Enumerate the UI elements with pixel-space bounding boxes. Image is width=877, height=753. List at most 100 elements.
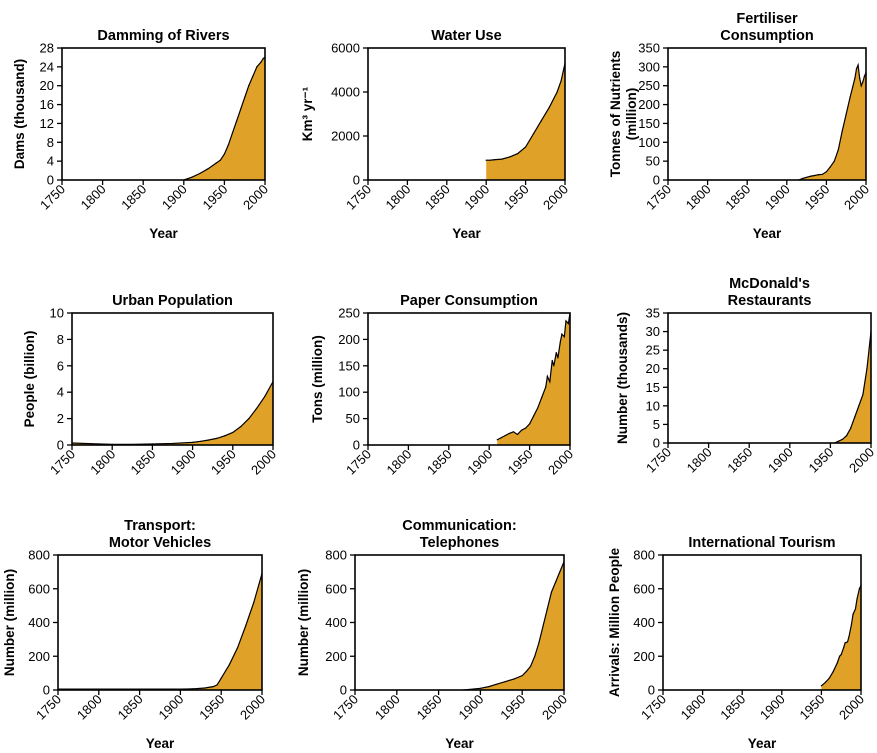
- data-point: [844, 642, 846, 644]
- y-axis-label: Number (million): [2, 569, 17, 676]
- x-tick-label: 2000: [540, 182, 571, 213]
- data-point: [508, 432, 510, 434]
- data-point: [538, 642, 540, 644]
- chart-panel: 0 5 10 15 20 25 30 35 1750 1800 1850 1900 1950 2000 Mc…: [615, 276, 877, 476]
- y-tick-label: 200: [28, 649, 50, 664]
- y-tick-label: 35: [646, 306, 660, 321]
- y-tick-label: 150: [638, 116, 660, 131]
- x-tick-label: 2000: [841, 182, 872, 213]
- chart-panel: 0 2 4 6 8 10 1750 1800 1850 1900 1950 2000 Urban Pop…: [22, 293, 279, 478]
- y-tick-label: 400: [633, 615, 655, 630]
- y-tick-label: 600: [28, 581, 50, 596]
- x-tick-label: 1950: [208, 447, 239, 478]
- chart-title: Telephones: [420, 535, 500, 551]
- area-fill: [183, 57, 265, 180]
- y-axis-label: Km³ yr⁻¹: [300, 86, 315, 141]
- y-tick-label: 200: [638, 97, 660, 112]
- data-point: [513, 678, 515, 680]
- y-tick-label: 6000: [331, 41, 360, 56]
- x-tick-label: 2000: [545, 447, 576, 478]
- x-tick-label: 1900: [155, 692, 186, 723]
- y-tick-label: 0: [47, 173, 54, 188]
- x-axis-label: Year: [748, 736, 777, 751]
- data-point: [817, 174, 820, 176]
- x-tick-label: 1900: [757, 692, 788, 723]
- data-point: [559, 341, 561, 343]
- data-point: [496, 439, 498, 441]
- x-tick-label: 2000: [836, 692, 867, 723]
- y-axis-label: Dams (thousand): [12, 59, 27, 169]
- data-point: [546, 608, 548, 610]
- data-point: [248, 85, 250, 87]
- data-point: [852, 613, 854, 615]
- x-tick-label: 1950: [505, 447, 536, 478]
- chart-title: International Tourism: [688, 535, 835, 551]
- data-point: [862, 81, 864, 83]
- data-point: [240, 108, 242, 110]
- x-tick-label: 1800: [87, 447, 118, 478]
- data-point: [231, 132, 234, 134]
- area-fill: [497, 313, 570, 445]
- area-fill: [72, 381, 273, 445]
- data-point: [191, 176, 193, 178]
- y-tick-label: 400: [325, 615, 347, 630]
- data-point: [512, 431, 515, 433]
- x-tick-label: 1850: [717, 692, 748, 723]
- x-tick-label: 1850: [414, 692, 445, 723]
- y-axis-label: (million): [624, 88, 639, 141]
- chart-title: Communication:: [402, 518, 516, 534]
- data-point: [840, 653, 842, 656]
- x-tick-label: 1800: [383, 447, 414, 478]
- data-point: [556, 91, 558, 93]
- data-point: [832, 670, 834, 673]
- data-point: [546, 375, 548, 377]
- y-tick-label: 600: [325, 581, 347, 596]
- chart-title: Restaurants: [728, 293, 812, 309]
- y-axis-label: Number (million): [296, 569, 311, 676]
- y-tick-label: 100: [638, 135, 660, 150]
- data-point: [204, 687, 206, 689]
- y-tick-label: 12: [40, 116, 54, 131]
- data-point: [479, 687, 481, 689]
- y-axis-label: Tonnes of Nutrients: [608, 51, 623, 178]
- data-point: [542, 625, 544, 627]
- data-point: [555, 581, 557, 583]
- chart-title: Water Use: [431, 28, 501, 44]
- chart-title: McDonald's: [729, 276, 810, 292]
- data-point: [264, 395, 266, 397]
- data-point: [854, 608, 857, 610]
- plot-frame: [367, 47, 566, 181]
- x-tick-label: 2000: [539, 692, 570, 723]
- x-tick-label: 1750: [638, 692, 669, 723]
- y-tick-label: 600: [633, 581, 655, 596]
- data-point: [91, 443, 93, 445]
- data-point: [548, 106, 550, 108]
- x-axis-label: Year: [149, 226, 178, 241]
- data-point: [524, 427, 527, 429]
- data-point: [802, 177, 804, 180]
- chart-panel: 0 4 8 12 16 20 24 28 1750 1800 1850 1900 1950 2000 Dam…: [12, 28, 271, 241]
- x-tick-label: 1750: [643, 445, 674, 476]
- data-point: [489, 159, 491, 161]
- y-tick-label: 200: [325, 649, 347, 664]
- chart-panel: 0 200 400 600 800 1750 1800 1850 1900 1950 2000 Int…: [607, 535, 867, 751]
- x-tick-label: 1900: [168, 447, 199, 478]
- data-point: [829, 166, 831, 168]
- data-point: [854, 416, 856, 418]
- chart-title: Damming of Rivers: [97, 28, 229, 44]
- y-tick-label: 20: [646, 361, 660, 376]
- y-tick-label: 800: [633, 548, 655, 563]
- x-tick-label: 1950: [805, 445, 836, 476]
- data-point: [227, 144, 230, 146]
- data-point: [821, 173, 824, 175]
- data-point: [256, 66, 258, 68]
- data-point: [851, 87, 854, 89]
- y-tick-label: 0: [653, 173, 660, 188]
- data-point: [858, 405, 860, 407]
- y-tick-label: 0: [653, 436, 660, 451]
- x-tick-label: 1900: [159, 182, 190, 213]
- y-tick-label: 800: [325, 548, 347, 563]
- y-tick-label: 800: [28, 548, 50, 563]
- y-axis-label: Number (thousands): [615, 312, 630, 444]
- data-point: [559, 571, 561, 573]
